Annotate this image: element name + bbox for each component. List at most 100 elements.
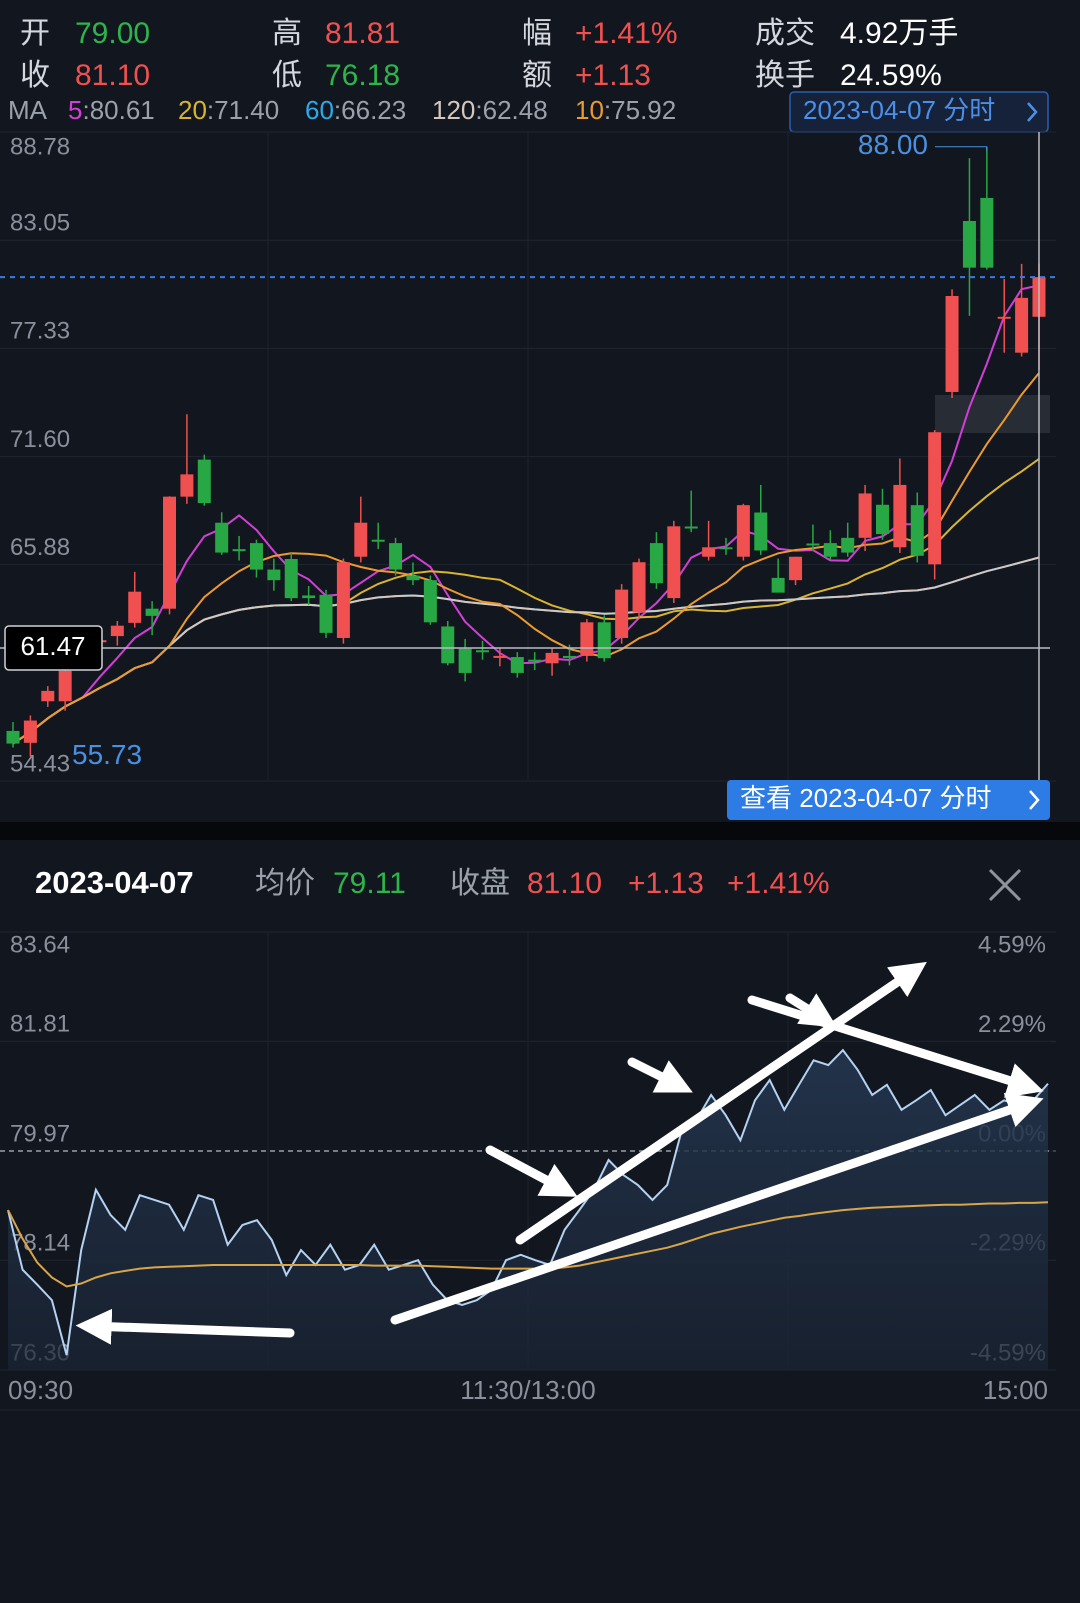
quote-value: 81.10: [75, 59, 150, 92]
view-button[interactable]: [727, 780, 1050, 820]
ma-value: 75.92: [611, 95, 676, 125]
divider: [0, 822, 1080, 840]
change: +1.13: [628, 867, 704, 900]
candle-body: [684, 526, 698, 529]
date-button-text: 2023-04-07 分时: [803, 95, 995, 125]
candle-body: [615, 589, 629, 638]
candle-body: [302, 595, 316, 599]
y-tick-label: 54.43: [10, 750, 70, 777]
arrow: [627, 1057, 693, 1093]
candle-body: [284, 558, 298, 599]
ma-value: 66.23: [341, 95, 406, 125]
max-label: 88.00: [858, 129, 928, 160]
quote-value: 4.92万手: [840, 17, 958, 50]
quote-label: 低: [272, 59, 302, 92]
avg-price-line: [7, 1201, 1049, 1288]
candle-body: [406, 575, 420, 581]
crosshair-box: [4, 625, 103, 671]
candle-body: [823, 543, 837, 557]
ma-sep: :: [82, 95, 89, 125]
candle-body: [649, 543, 663, 584]
candle-body: [789, 556, 803, 581]
ma-line: [12, 372, 1040, 745]
ma-line: [12, 556, 1040, 745]
candle-body: [997, 316, 1011, 319]
candle-body: [371, 539, 385, 542]
y-tick-label: 65.88: [10, 534, 70, 561]
candle-body: [128, 591, 142, 623]
y-tick-label: 79.97: [10, 1120, 70, 1147]
y2-tick-label: 2.29%: [978, 1011, 1046, 1038]
close-icon[interactable]: [988, 868, 1022, 902]
candle-body: [197, 459, 211, 504]
ma-sep: :: [475, 95, 482, 125]
intraday-date: 2023-04-07: [35, 865, 194, 900]
candle-body: [597, 622, 611, 659]
candle-body: [476, 650, 490, 653]
candle-body: [145, 608, 159, 616]
arrow: [485, 1145, 578, 1197]
x-tick-label: 09:30: [8, 1375, 73, 1405]
y-tick-label: 83.64: [10, 931, 70, 958]
y2-tick-label: 4.59%: [978, 931, 1046, 958]
candle-body: [232, 549, 246, 552]
arrow: [75, 1308, 295, 1345]
arrow: [785, 993, 838, 1028]
ma-sep: :: [207, 95, 214, 125]
candle-body: [180, 474, 194, 497]
candle-body: [858, 493, 872, 538]
candle-body: [736, 505, 750, 557]
highlight-band: [935, 395, 1050, 433]
arrow: [390, 1092, 1044, 1325]
quote-label: 换手: [755, 59, 815, 92]
price-area: [8, 1050, 1048, 1370]
avg-label: 均价: [255, 867, 315, 900]
candle-body: [806, 543, 820, 546]
candle-body: [1015, 297, 1029, 353]
quote-label: 幅: [522, 17, 552, 50]
ma-sep: :: [604, 95, 611, 125]
candle-body: [893, 484, 907, 548]
candle-body: [58, 670, 72, 702]
price-line: [7, 1048, 1049, 1356]
candle-body: [6, 730, 20, 744]
candle-body: [319, 594, 333, 633]
candle-body: [354, 522, 368, 557]
candle-body: [841, 537, 855, 553]
close-label: 收盘: [450, 867, 510, 900]
candle-body: [980, 197, 994, 268]
quote-label: 开: [20, 17, 50, 50]
candle-body: [41, 690, 55, 702]
candle-body: [23, 720, 37, 743]
candle-body: [545, 652, 559, 664]
candle-body: [771, 577, 785, 593]
y-tick-label: 83.05: [10, 210, 70, 237]
min-label: 55.73: [72, 739, 142, 770]
candle-body: [580, 622, 594, 656]
candle-body: [528, 659, 542, 662]
ma-value: 62.48: [483, 95, 548, 125]
ma-line: [12, 284, 1040, 745]
x-tick-label: 11:30/13:00: [460, 1375, 595, 1405]
candle-body: [215, 522, 229, 553]
arrow: [515, 961, 927, 1245]
quote-value: +1.13: [575, 59, 651, 92]
kline-panel: [0, 0, 1080, 822]
candle-body: [562, 655, 576, 658]
candle-body: [249, 543, 263, 570]
ma-period: 60: [305, 95, 334, 125]
quote-value: 76.18: [325, 59, 400, 92]
annotation-arrows: [75, 961, 1044, 1345]
candle-body: [875, 504, 889, 535]
candle-body: [458, 648, 472, 673]
x-tick-label: 15:00: [983, 1375, 1048, 1405]
candle-body: [423, 580, 437, 623]
ma-period: 20: [178, 95, 207, 125]
candle-body: [754, 512, 768, 551]
candle-body: [110, 625, 124, 637]
candle-body: [163, 496, 177, 609]
max-leader: [935, 146, 988, 151]
